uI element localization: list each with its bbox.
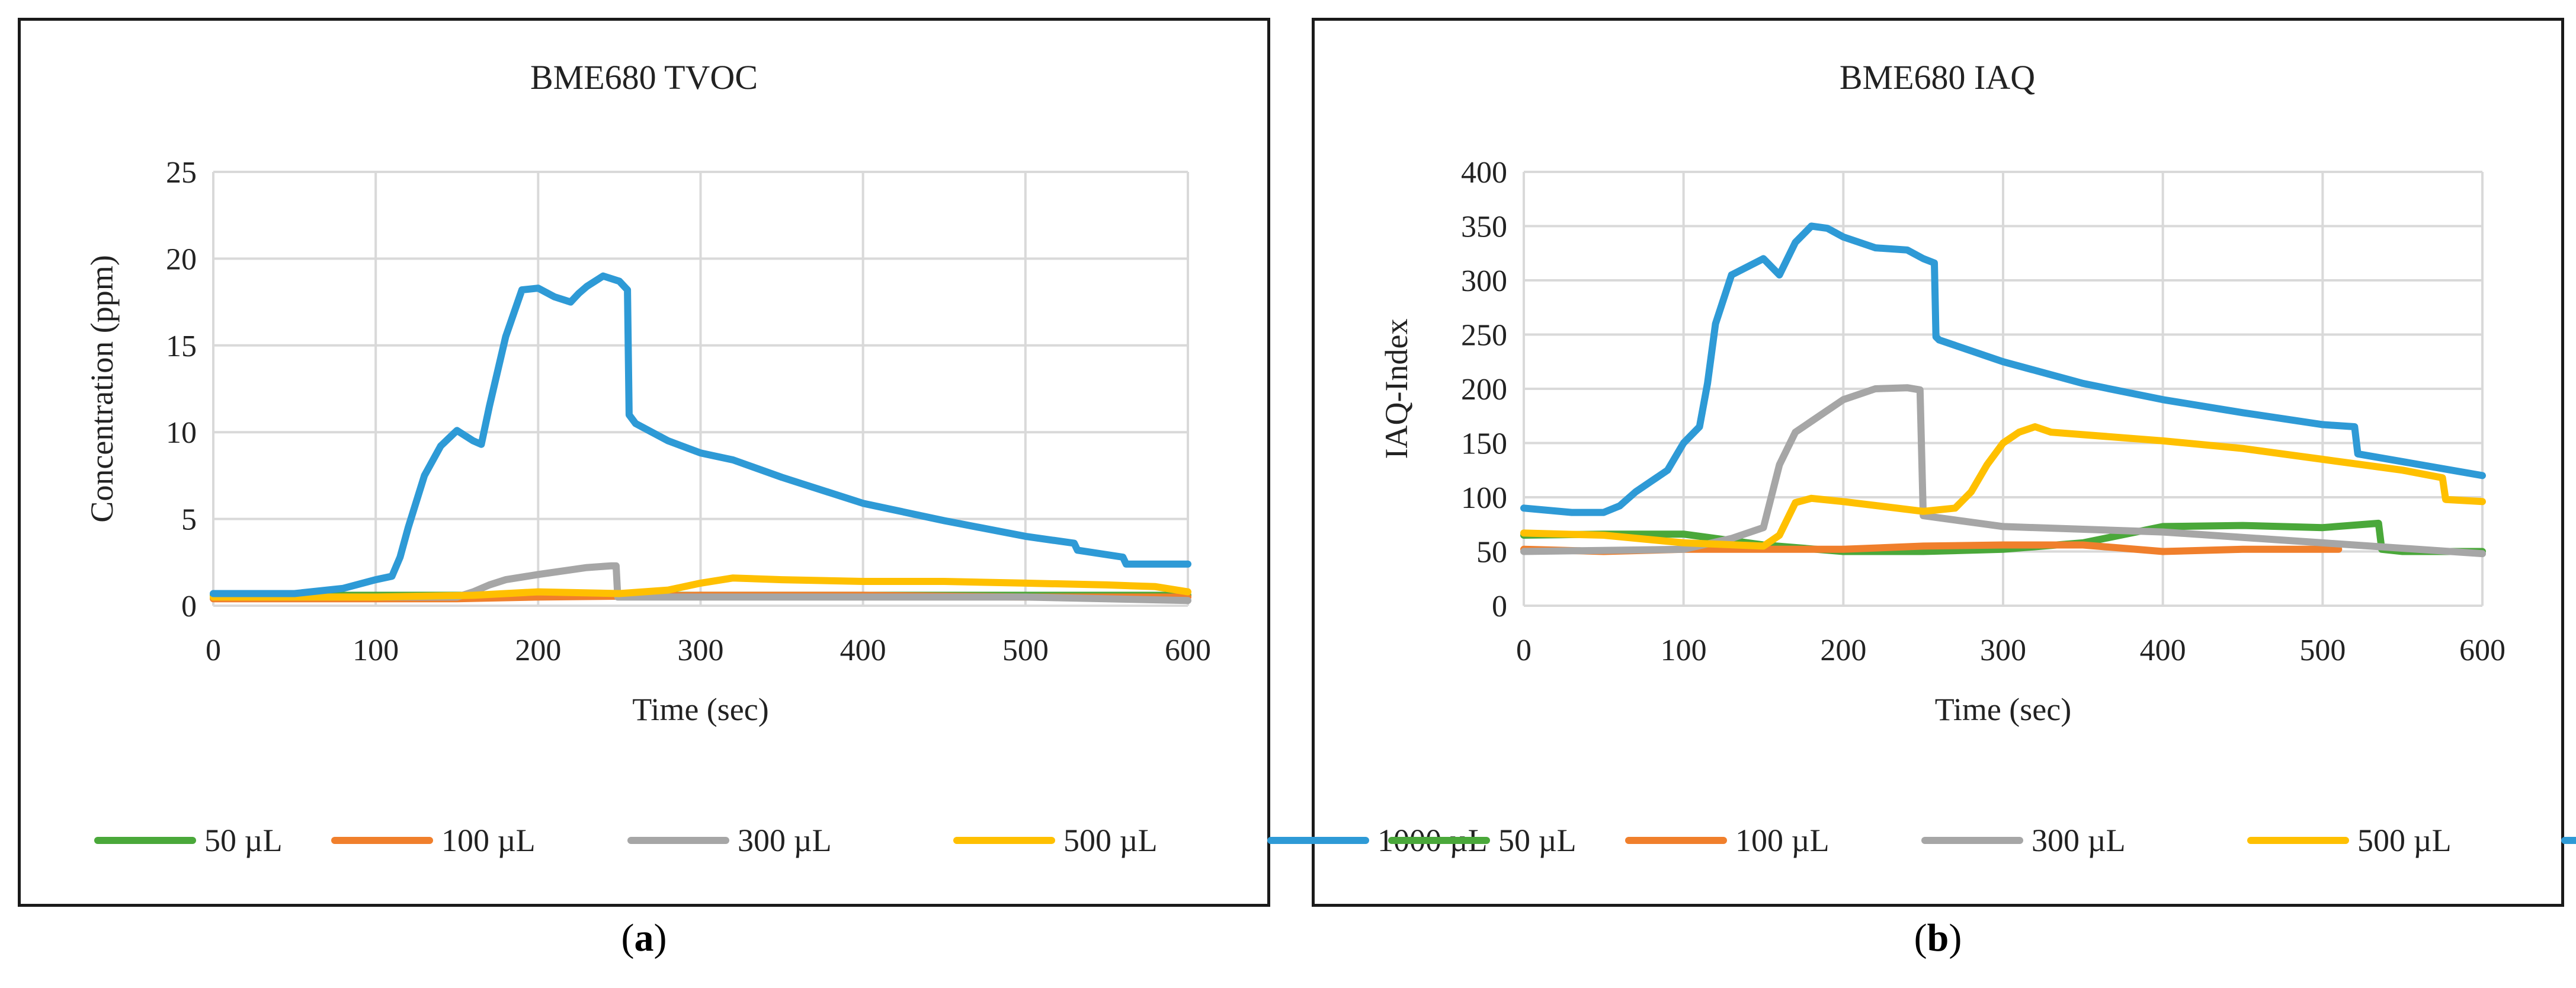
- x-tick-label: 200: [1820, 634, 1866, 667]
- chart-title: BME680 IAQ: [1840, 58, 2035, 97]
- chart-a: 0 5 10 15 20 25 0 100 200 300 400 500 600 BME680 TVOC…: [84, 58, 1488, 858]
- x-axis-label: Time (sec): [1935, 692, 2071, 727]
- chart-title: BME680 TVOC: [530, 58, 758, 97]
- series-line-500ul: [1520, 423, 2486, 550]
- x-tick-label: 400: [2140, 634, 2186, 667]
- series-line-1000ul: [1520, 222, 2486, 516]
- y-tick-label: 15: [166, 330, 197, 363]
- x-tick-label: 300: [1980, 634, 2026, 667]
- y-tick-label: 5: [181, 503, 197, 537]
- caption-a: (a): [621, 916, 667, 960]
- y-tick-label: 0: [1492, 590, 1507, 624]
- y-axis-label: Concentration (ppm): [84, 255, 120, 522]
- y-tick-label: 150: [1461, 427, 1507, 461]
- legend-label: 500 µL: [1063, 823, 1158, 858]
- y-tick-label: 50: [1476, 536, 1507, 570]
- y-axis-label: IAQ-Index: [1379, 319, 1414, 459]
- y-tick-label: 250: [1461, 319, 1507, 353]
- x-tick-label: 400: [840, 634, 886, 667]
- legend-label: 100 µL: [1735, 823, 1830, 858]
- x-tick-label: 300: [678, 634, 724, 667]
- x-tick-label: 500: [2299, 634, 2346, 667]
- series-line-300ul: [210, 562, 1191, 605]
- legend-label: 300 µL: [738, 823, 832, 858]
- y-tick-label: 10: [166, 416, 197, 450]
- x-tick-label: 0: [1516, 634, 1531, 667]
- caption-b-letter: b: [1927, 916, 1949, 960]
- x-tick-label: 500: [1002, 634, 1049, 667]
- caption-b: (b): [1914, 916, 1962, 960]
- caption-a-letter: a: [634, 916, 654, 960]
- legend-label: 50 µL: [204, 823, 283, 858]
- y-tick-label: 400: [1461, 156, 1507, 190]
- series-line-1000ul: [210, 272, 1191, 597]
- x-axis-label: Time (sec): [632, 692, 768, 727]
- y-tick-label: 350: [1461, 210, 1507, 244]
- chart-b: 0 50 100 150 200 250 300 350 400 0 100 200 300 400 500…: [1379, 58, 2576, 858]
- x-tick-label: 600: [2459, 634, 2505, 667]
- legend-label: 100 µL: [441, 823, 536, 858]
- series-line-500ul: [210, 574, 1191, 601]
- x-tick-label: 100: [353, 634, 399, 667]
- y-tick-label: 300: [1461, 264, 1507, 298]
- x-tick-label: 0: [206, 634, 221, 667]
- legend-label: 300 µL: [2032, 823, 2126, 858]
- y-tick-label: 100: [1461, 481, 1507, 515]
- legend-label: 500 µL: [2357, 823, 2452, 858]
- y-tick-label: 25: [166, 156, 197, 190]
- panel-a-frame: [18, 18, 1270, 907]
- y-tick-label: 200: [1461, 373, 1507, 407]
- y-tick-label: 20: [166, 242, 197, 276]
- y-tick-label: 0: [181, 590, 197, 624]
- x-tick-label: 200: [515, 634, 561, 667]
- legend-label: 50 µL: [1498, 823, 1577, 858]
- x-tick-label: 100: [1661, 634, 1707, 667]
- series-line-300ul: [1520, 384, 2486, 558]
- x-tick-label: 600: [1165, 634, 1211, 667]
